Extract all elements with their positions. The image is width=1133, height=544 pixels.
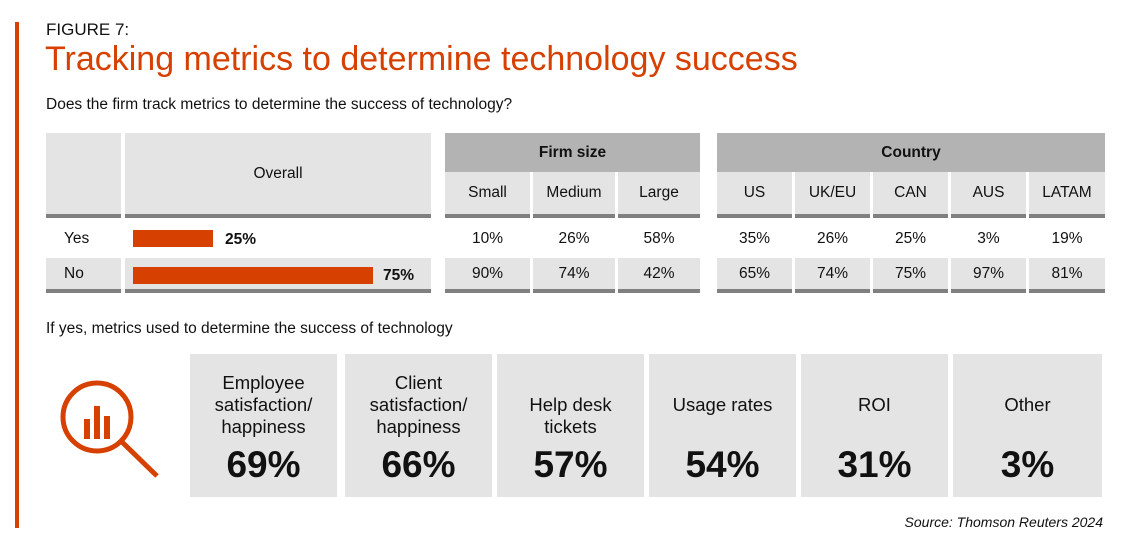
overall-bar	[133, 267, 373, 284]
metric-label-line: Client	[394, 372, 443, 393]
metric-label: Other	[953, 394, 1102, 416]
header-firm-size: Firm size	[445, 133, 700, 172]
table-cell: 35%	[738, 230, 771, 247]
table-cell: 65%	[717, 258, 792, 293]
metric-value: 3%	[1000, 444, 1055, 485]
row-label: Yes	[64, 230, 90, 247]
overall-value: 75%	[383, 267, 415, 284]
column-header: US	[717, 172, 792, 218]
table-cell: 81%	[1029, 258, 1105, 293]
metric-label: Employee satisfaction/happiness	[190, 372, 337, 438]
metric-value: 69%	[226, 444, 301, 485]
column-header: LATAM	[1029, 172, 1105, 218]
metrics-title: If yes, metrics used to determine the su…	[46, 320, 453, 337]
column-header: CAN	[873, 172, 948, 218]
table-cell: 58%	[643, 230, 675, 247]
table-cell: 90%	[445, 258, 530, 293]
metric-label-line: satisfaction/	[214, 394, 313, 415]
overall-bar	[133, 230, 213, 247]
row-label: No	[46, 258, 121, 293]
page-title: Tracking metrics to determine technology…	[45, 40, 798, 78]
metric-label: Usage rates	[649, 394, 796, 416]
metric-value: 66%	[381, 444, 456, 485]
metric-label-line: Help desk	[529, 394, 612, 415]
metric-card: Usage rates 54%	[649, 354, 796, 497]
metric-label-line: ROI	[858, 394, 891, 415]
table-cell: 3%	[977, 230, 1000, 247]
figure-label: FIGURE 7:	[46, 20, 130, 39]
table-cell: 75%	[873, 258, 948, 293]
metric-card: ROI 31%	[801, 354, 948, 497]
table-cell: 25%	[894, 230, 927, 247]
metric-label-line: happiness	[376, 416, 461, 437]
table-cell: 42%	[618, 258, 700, 293]
metric-value: 31%	[837, 444, 912, 485]
table-cell: 74%	[533, 258, 615, 293]
table-cell: 26%	[816, 230, 849, 247]
column-header: Medium	[533, 172, 615, 218]
table-cell: 10%	[471, 230, 504, 247]
column-header: UK/EU	[795, 172, 870, 218]
column-header: Small	[445, 172, 530, 218]
metric-label: Client satisfaction/happiness	[345, 372, 492, 438]
metric-label: ROI	[801, 394, 948, 416]
row-header-blank	[46, 133, 121, 218]
source-note: Source: Thomson Reuters 2024	[904, 514, 1103, 530]
header-country: Country	[717, 133, 1105, 172]
column-header: AUS	[951, 172, 1026, 218]
table-cell: 97%	[951, 258, 1026, 293]
column-header: Large	[618, 172, 700, 218]
table-cell: 19%	[1051, 230, 1083, 247]
magnifier-chart-icon	[60, 380, 159, 478]
metric-label-line: happiness	[221, 416, 306, 437]
metric-card: Help desk tickets 57%	[497, 354, 644, 497]
metric-label: Help desk tickets	[497, 394, 644, 438]
metric-label-line: Other	[1004, 394, 1051, 415]
accent-bar	[15, 22, 19, 528]
table-cell: 26%	[558, 230, 590, 247]
metric-card: Other 3%	[953, 354, 1102, 497]
metric-label-line: Usage rates	[672, 394, 773, 415]
metric-value: 57%	[533, 444, 608, 485]
table-cell: 74%	[795, 258, 870, 293]
metric-card: Client satisfaction/happiness 66%	[345, 354, 492, 497]
metric-label-line: satisfaction/	[369, 394, 468, 415]
metric-card: Employee satisfaction/happiness 69%	[190, 354, 337, 497]
metric-label-line: Employee	[222, 372, 305, 393]
metric-label-line: tickets	[544, 416, 597, 437]
overall-value: 25%	[225, 231, 257, 248]
question: Does the firm track metrics to determine…	[46, 96, 513, 113]
header-overall: Overall	[125, 133, 431, 218]
metric-value: 54%	[685, 444, 760, 485]
